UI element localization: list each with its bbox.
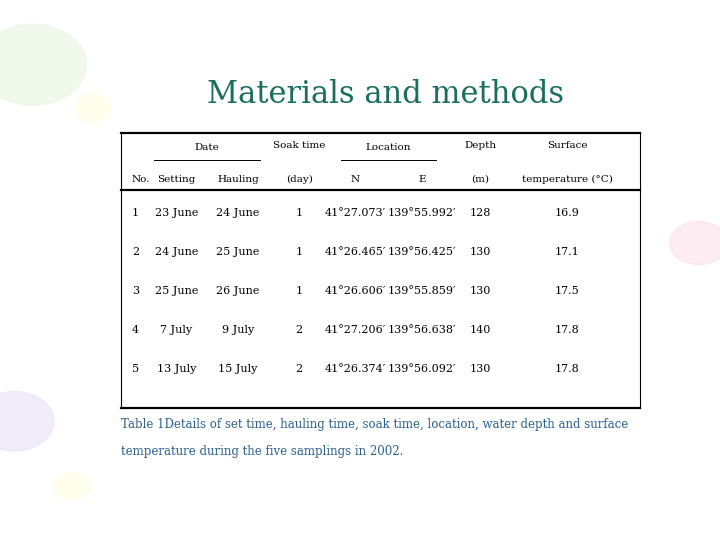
Text: 26 June: 26 June xyxy=(216,286,259,296)
Text: 130: 130 xyxy=(470,364,491,374)
Text: Table 1Details of set time, hauling time, soak time, location, water depth and s: Table 1Details of set time, hauling time… xyxy=(121,418,628,431)
Text: 139°56.425′: 139°56.425′ xyxy=(388,247,456,257)
Text: 130: 130 xyxy=(470,286,491,296)
Text: (m): (m) xyxy=(472,174,490,184)
Text: temperature (°C): temperature (°C) xyxy=(522,174,613,184)
Text: N: N xyxy=(351,174,359,184)
Text: Soak time: Soak time xyxy=(273,141,325,150)
Text: 41°26.606′: 41°26.606′ xyxy=(325,286,386,296)
Text: 139°55.992′: 139°55.992′ xyxy=(388,208,456,218)
Text: 41°26.465′: 41°26.465′ xyxy=(325,247,386,257)
Text: 13 July: 13 July xyxy=(157,364,196,374)
Text: 17.1: 17.1 xyxy=(554,247,580,257)
Text: 41°26.374′: 41°26.374′ xyxy=(325,364,386,374)
Text: 140: 140 xyxy=(470,325,491,335)
Text: 139°56.092′: 139°56.092′ xyxy=(388,364,456,374)
Text: Materials and methods: Materials and methods xyxy=(207,79,564,110)
Text: 139°55.859′: 139°55.859′ xyxy=(388,286,456,296)
Text: 4: 4 xyxy=(132,325,139,335)
Text: 2: 2 xyxy=(132,247,139,257)
Text: 7 July: 7 July xyxy=(161,325,192,335)
Text: 5: 5 xyxy=(132,364,139,374)
Text: 15 July: 15 July xyxy=(218,364,258,374)
Text: No.: No. xyxy=(132,174,150,184)
Text: 1: 1 xyxy=(296,247,303,257)
Text: 1: 1 xyxy=(132,208,139,218)
Text: 130: 130 xyxy=(470,247,491,257)
Text: Location: Location xyxy=(366,144,411,152)
Text: 2: 2 xyxy=(296,364,303,374)
Text: 25 June: 25 June xyxy=(155,286,198,296)
Text: 17.8: 17.8 xyxy=(554,364,580,374)
Text: 25 June: 25 June xyxy=(216,247,259,257)
Text: 17.8: 17.8 xyxy=(554,325,580,335)
Text: 17.5: 17.5 xyxy=(554,286,580,296)
Text: 128: 128 xyxy=(470,208,491,218)
Text: 1: 1 xyxy=(296,208,303,218)
Text: E: E xyxy=(418,174,426,184)
Text: 41°27.206′: 41°27.206′ xyxy=(325,325,386,335)
Text: Hauling: Hauling xyxy=(217,174,258,184)
Text: Date: Date xyxy=(195,144,220,152)
Text: 9 July: 9 July xyxy=(222,325,254,335)
Text: 16.9: 16.9 xyxy=(554,208,580,218)
Text: 1: 1 xyxy=(296,286,303,296)
Text: 24 June: 24 June xyxy=(216,208,259,218)
Text: 24 June: 24 June xyxy=(155,247,198,257)
Text: Depth: Depth xyxy=(464,141,497,150)
Text: Surface: Surface xyxy=(547,141,588,150)
Text: Setting: Setting xyxy=(157,174,196,184)
Text: 41°27.073′: 41°27.073′ xyxy=(325,208,386,218)
Text: 3: 3 xyxy=(132,286,139,296)
Text: 23 June: 23 June xyxy=(155,208,198,218)
Text: 2: 2 xyxy=(296,325,303,335)
Text: (day): (day) xyxy=(286,174,312,184)
Text: temperature during the five samplings in 2002.: temperature during the five samplings in… xyxy=(121,446,403,458)
Text: 139°56.638′: 139°56.638′ xyxy=(388,325,456,335)
